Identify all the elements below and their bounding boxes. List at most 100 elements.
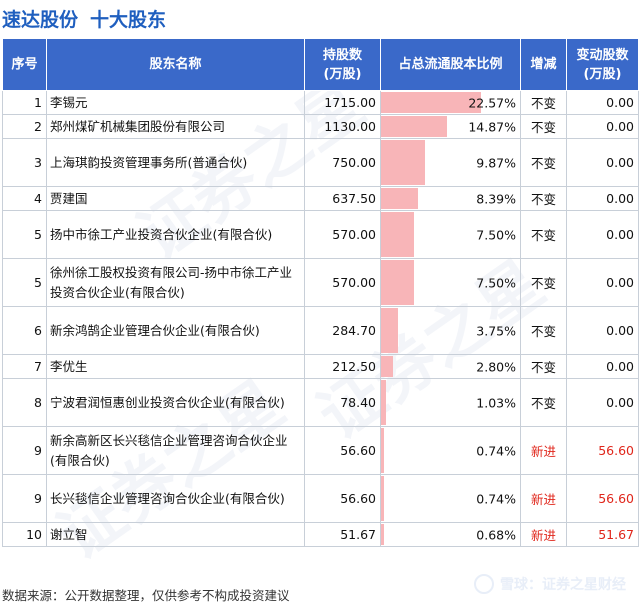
ratio-bar	[381, 380, 386, 425]
change-amount: 0.00	[566, 186, 639, 211]
brand-watermark: 雪球：证券之星财经	[474, 574, 626, 594]
ratio-cell: 7.50%	[380, 210, 521, 259]
col-header-ratio[interactable]: 占总流通股本比例	[380, 38, 521, 91]
table-row: 10 谢立智 51.67 0.68% 新进 51.67	[2, 522, 639, 547]
change-amount: 0.00	[566, 354, 639, 379]
snowball-logo-icon	[474, 574, 494, 594]
ratio-value: 2.80%	[476, 359, 516, 374]
company-title: 速达股份	[2, 8, 79, 31]
row-index: 3	[2, 138, 47, 187]
shares-held: 570.00	[304, 210, 381, 259]
shareholder-name: 李优生	[46, 354, 305, 379]
change-amount: 0.00	[566, 258, 639, 307]
change-amount: 0.00	[566, 138, 639, 187]
row-index: 9	[2, 474, 47, 523]
change-amount: 0.00	[566, 90, 639, 115]
brand-text: 雪球：证券之星财经	[500, 577, 626, 593]
data-source-note: 数据来源：公开数据整理，仅供参考不构成投资建议	[2, 588, 290, 603]
shares-held: 1130.00	[304, 114, 381, 139]
shares-held: 51.67	[304, 522, 381, 547]
ratio-bar	[381, 92, 481, 113]
shareholder-name: 新余鸿鹄企业管理合伙企业(有限合伙)	[46, 306, 305, 355]
shareholder-name: 新余高新区长兴毯信企业管理咨询合伙企业(有限合伙)	[46, 426, 305, 475]
ratio-value: 0.74%	[476, 491, 516, 506]
change-amount: 0.00	[566, 210, 639, 259]
change-status: 新进	[520, 474, 567, 523]
ratio-bar	[381, 212, 415, 257]
row-index: 5	[2, 258, 47, 307]
row-index: 9	[2, 426, 47, 475]
ratio-cell: 0.68%	[380, 522, 521, 547]
table-row: 4 贾建国 637.50 8.39% 不变 0.00	[2, 186, 639, 211]
col-header-change[interactable]: 增减	[520, 38, 567, 91]
table-row: 7 李优生 212.50 2.80% 不变 0.00	[2, 354, 639, 379]
ratio-value: 0.68%	[476, 527, 516, 542]
shares-held: 212.50	[304, 354, 381, 379]
shareholder-name: 徐州徐工股权投资有限公司-扬中市徐工产业投资合伙企业(有限合伙)	[46, 258, 305, 307]
ratio-cell: 22.57%	[380, 90, 521, 115]
shareholder-name: 宁波君润恒惠创业投资合伙企业(有限合伙)	[46, 378, 305, 427]
col-header-idx[interactable]: 序号	[2, 38, 47, 91]
shares-held: 1715.00	[304, 90, 381, 115]
col-header-delta-line2: (万股)	[583, 66, 622, 82]
table-row: 9 长兴毯信企业管理咨询合伙企业(有限合伙) 56.60 0.74% 新进 56.60	[2, 474, 639, 523]
change-amount: 51.67	[566, 522, 639, 547]
change-amount: 0.00	[566, 378, 639, 427]
table-row: 9 新余高新区长兴毯信企业管理咨询合伙企业(有限合伙) 56.60 0.74% 新进 56…	[2, 426, 639, 475]
shares-held: 56.60	[304, 426, 381, 475]
ratio-cell: 14.87%	[380, 114, 521, 139]
change-status: 不变	[520, 306, 567, 355]
change-amount: 0.00	[566, 306, 639, 355]
table-row: 1 李锡元 1715.00 22.57% 不变 0.00	[2, 90, 639, 115]
shareholder-name: 郑州煤矿机械集团股份有限公司	[46, 114, 305, 139]
shares-held: 56.60	[304, 474, 381, 523]
shares-held: 78.40	[304, 378, 381, 427]
ratio-bar	[381, 140, 425, 185]
ratio-cell: 7.50%	[380, 258, 521, 307]
change-status: 不变	[520, 186, 567, 211]
col-header-shares-line1: 持股数	[322, 47, 362, 63]
ratio-value: 9.87%	[476, 155, 516, 170]
table-row: 5 扬中市徐工产业投资合伙企业(有限合伙) 570.00 7.50% 不变 0.00	[2, 210, 639, 259]
table-row: 2 郑州煤矿机械集团股份有限公司 1130.00 14.87% 不变 0.00	[2, 114, 639, 139]
shareholders-table: 序号 股东名称 持股数 (万股) 占总流通股本比例 增减 变动股数 (万股) 1 李锡…	[2, 38, 639, 547]
shareholder-name: 扬中市徐工产业投资合伙企业(有限合伙)	[46, 210, 305, 259]
col-header-shares[interactable]: 持股数 (万股)	[304, 38, 381, 91]
col-header-name[interactable]: 股东名称	[46, 38, 305, 91]
table-row: 5 徐州徐工股权投资有限公司-扬中市徐工产业投资合伙企业(有限合伙) 570.00 7…	[2, 258, 639, 307]
change-status: 不变	[520, 210, 567, 259]
change-status: 不变	[520, 114, 567, 139]
ratio-cell: 1.03%	[380, 378, 521, 427]
ratio-value: 22.57%	[468, 95, 516, 110]
ratio-value: 7.50%	[476, 275, 516, 290]
row-index: 7	[2, 354, 47, 379]
shareholder-name: 谢立智	[46, 522, 305, 547]
ratio-value: 0.74%	[476, 443, 516, 458]
col-header-delta[interactable]: 变动股数 (万股)	[566, 38, 639, 91]
change-amount: 56.60	[566, 474, 639, 523]
row-index: 5	[2, 210, 47, 259]
shares-held: 750.00	[304, 138, 381, 187]
row-index: 1	[2, 90, 47, 115]
section-title: 十大股东	[90, 8, 167, 31]
table-row: 3 上海琪韵投资管理事务所(普通合伙) 750.00 9.87% 不变 0.00	[2, 138, 639, 187]
change-status: 不变	[520, 354, 567, 379]
ratio-bar	[381, 116, 447, 137]
change-status: 不变	[520, 258, 567, 307]
change-amount: 0.00	[566, 114, 639, 139]
row-index: 10	[2, 522, 47, 547]
col-header-delta-line1: 变动股数	[576, 47, 629, 63]
shares-held: 570.00	[304, 258, 381, 307]
table-header-row: 序号 股东名称 持股数 (万股) 占总流通股本比例 增减 变动股数 (万股)	[2, 38, 639, 91]
shares-held: 284.70	[304, 306, 381, 355]
ratio-bar	[381, 356, 394, 377]
shares-held: 637.50	[304, 186, 381, 211]
change-status: 新进	[520, 522, 567, 547]
ratio-value: 3.75%	[476, 323, 516, 338]
ratio-value: 1.03%	[476, 395, 516, 410]
ratio-bar	[381, 188, 419, 209]
ratio-cell: 9.87%	[380, 138, 521, 187]
change-status: 新进	[520, 426, 567, 475]
ratio-cell: 2.80%	[380, 354, 521, 379]
ratio-bar	[381, 524, 384, 545]
